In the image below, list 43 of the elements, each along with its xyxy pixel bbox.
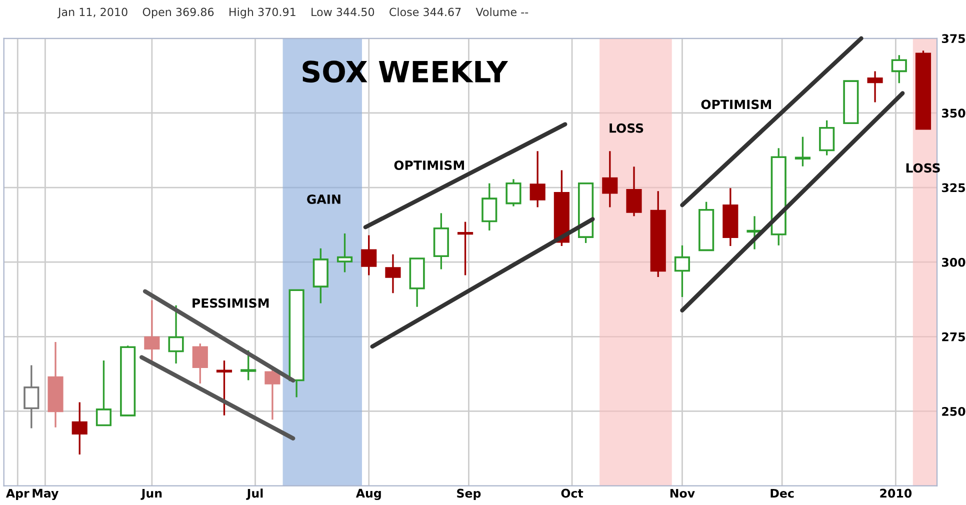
candlestick (433, 212, 449, 270)
annotation: OPTIMISM (701, 100, 771, 110)
candlestick (144, 299, 160, 362)
y-tick-label: 300 (942, 258, 966, 267)
candlestick (24, 364, 40, 430)
chart-subtitle: Jan 11, 2010 Open 369.86 High 370.91 Low 344.50 Close 344.67 Volume -- (57, 8, 528, 18)
candlestick (457, 220, 474, 276)
x-tick-label: Oct (561, 488, 584, 498)
candlestick (336, 232, 353, 274)
candlestick (216, 360, 232, 416)
candlestick (312, 248, 328, 304)
candlestick (867, 70, 883, 104)
candlestick (361, 234, 377, 276)
text: SOX WEEKLY (302, 60, 508, 83)
x-tick-label: 2010 (880, 488, 912, 498)
candlestick (385, 254, 401, 294)
x-tick-label: Dec (770, 488, 794, 498)
candlestick (722, 187, 738, 247)
y-tick-label: 250 (942, 406, 966, 416)
annotation: PESSIMISM (192, 298, 269, 308)
candlestick (482, 182, 498, 232)
x-tick-label: Nov (670, 488, 695, 498)
candlestick (602, 150, 618, 208)
candlestick (48, 341, 64, 428)
annotation: OPTIMISM (394, 160, 464, 170)
annotation: LOSS (906, 163, 940, 173)
candlestick (240, 350, 256, 382)
x-tick-label: Aug (356, 488, 381, 500)
y-tick-label: 275 (942, 332, 966, 342)
x-tick-label: Apr (6, 488, 30, 500)
annotation: GAIN (307, 194, 340, 204)
x-tick-label: Jul (246, 488, 263, 500)
x-tick-label: Sep (457, 488, 481, 500)
x-tick-label: May (32, 488, 58, 500)
x-tick-label: Jun (140, 488, 162, 500)
candlestick (674, 244, 690, 298)
annotation: LOSS (610, 123, 644, 133)
candlestick (72, 401, 88, 456)
y-tick-label: 375 (942, 34, 966, 44)
y-tick-label: 325 (942, 183, 966, 192)
candlestick (506, 178, 522, 208)
candlestick (168, 304, 184, 364)
y-tick-label: 350 (942, 108, 966, 118)
